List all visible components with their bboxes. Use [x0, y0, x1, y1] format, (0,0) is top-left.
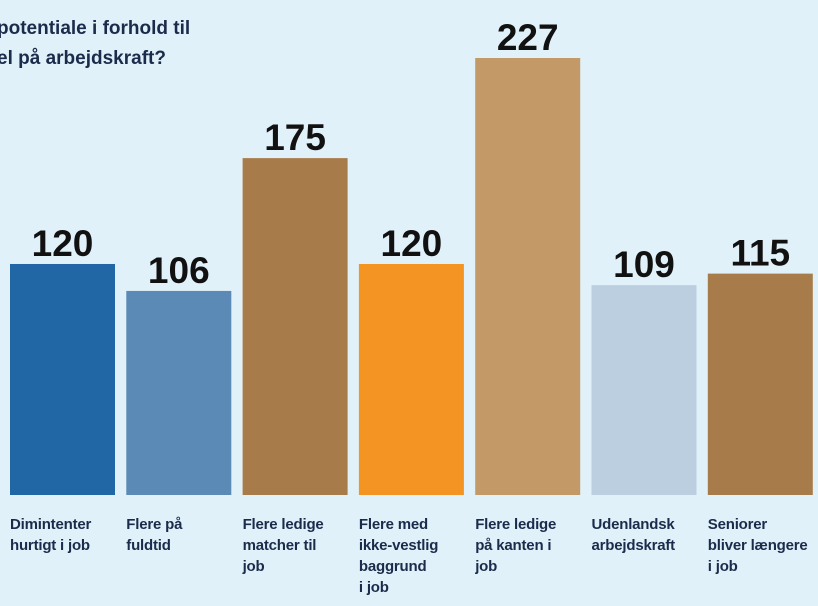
value-label: 109: [613, 244, 675, 285]
value-label: 120: [381, 223, 443, 264]
value-label: 175: [264, 117, 326, 158]
bar: [126, 290, 232, 495]
bar: [10, 263, 115, 495]
chart-title: potentiale i forhold til el på arbejdskr…: [0, 18, 191, 69]
category-label: Udenlandsk arbejdskraft: [591, 516, 676, 554]
value-label: 120: [32, 223, 94, 264]
category-label: Flere på fuldtid: [126, 516, 183, 554]
category-label: Flere med ikke-vestlig baggrund i job: [358, 516, 439, 596]
bar: [591, 285, 697, 495]
category-label: Flere ledige matcher til job: [242, 516, 324, 575]
value-label: 227: [497, 17, 559, 58]
bar: [707, 273, 813, 495]
category-label: Dimintenter hurtigt i job: [10, 516, 92, 554]
bar: [358, 263, 464, 495]
bar: [475, 58, 581, 495]
category-label: Seniorer bliver længere i job: [707, 516, 808, 575]
value-label: 115: [730, 233, 790, 274]
category-label: Flere ledige på kanten i job: [475, 516, 557, 575]
bar: [242, 158, 348, 496]
value-label: 106: [148, 250, 210, 291]
